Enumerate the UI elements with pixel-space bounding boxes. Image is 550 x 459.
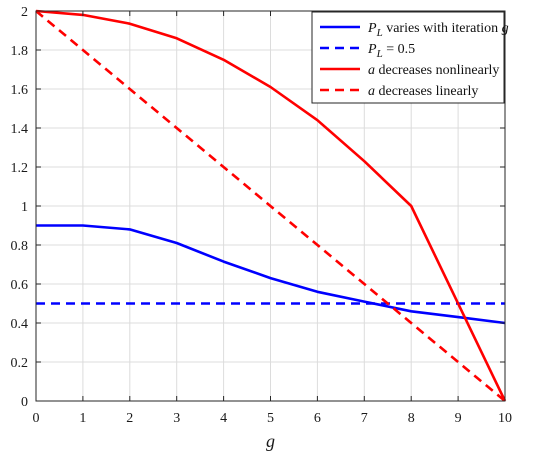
y-tick-label: 1.2	[11, 161, 29, 176]
legend: PL varies with iteration g PL = 0.5 a decr…	[311, 11, 509, 104]
x-tick-label: 4	[220, 411, 227, 426]
y-tick-label: 0.8	[11, 239, 29, 254]
x-tick-label: 1	[79, 411, 86, 426]
legend-label: PL = 0.5	[367, 42, 415, 60]
y-tick-label: 1	[21, 200, 28, 215]
x-tick-label: 3	[173, 411, 180, 426]
y-tick-label: 0	[21, 395, 28, 410]
y-tick-label: 0.6	[11, 278, 29, 293]
series-line-1	[36, 224, 506, 325]
x-axis-label: g	[266, 431, 275, 451]
y-tick-label: 0.2	[11, 356, 29, 371]
y-tick-label: 1.8	[11, 44, 29, 59]
legend-label: PL varies with iteration g	[367, 21, 509, 39]
x-tick-labels: 0 1 2 3 4 5 6 7 8 9 10	[33, 411, 513, 426]
series-line-3	[35, 9, 507, 402]
x-tick-label: 7	[361, 411, 368, 426]
y-tick-label: 0.4	[11, 317, 29, 332]
y-tick-label: 1.6	[11, 83, 29, 98]
x-tick-label: 9	[455, 411, 462, 426]
y-tick-labels: 0 0.2 0.4 0.6 0.8 1 1.2 1.4 1.6 1.8 2	[11, 5, 29, 410]
y-tick-label: 2	[21, 5, 28, 20]
x-tick-label: 2	[126, 411, 133, 426]
x-tick-label: 10	[498, 411, 512, 426]
x-tick-label: 5	[267, 411, 274, 426]
y-tick-label: 1.4	[11, 122, 29, 137]
series-lines	[35, 9, 507, 402]
x-tick-label: 6	[314, 411, 321, 426]
legend-label: a decreases nonlinearly	[368, 63, 499, 78]
x-tick-label: 8	[408, 411, 415, 426]
x-tick-label: 0	[33, 411, 40, 426]
series-line-4	[35, 10, 506, 402]
legend-label: a decreases linearly	[368, 84, 478, 99]
